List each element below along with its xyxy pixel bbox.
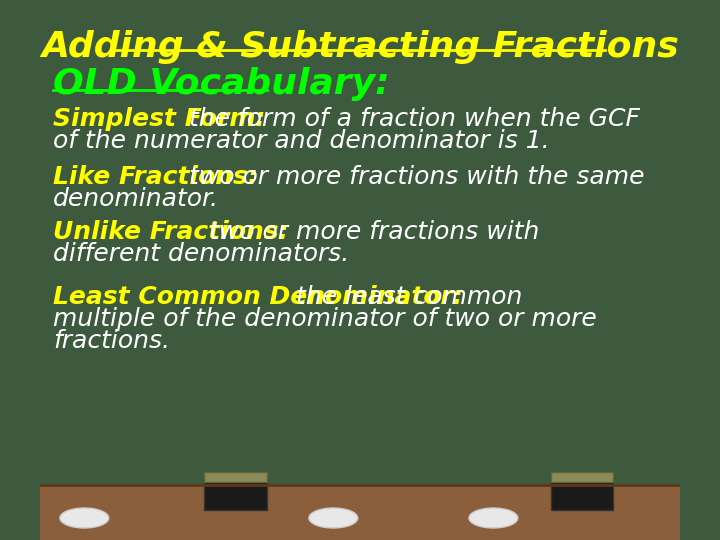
Text: Unlike Fractions:: Unlike Fractions: bbox=[53, 220, 289, 244]
Text: OLD Vocabulary:: OLD Vocabulary: bbox=[53, 67, 390, 101]
Text: different denominators.: different denominators. bbox=[53, 242, 349, 266]
Text: the least common: the least common bbox=[296, 285, 522, 309]
Text: two or more fractions with: two or more fractions with bbox=[209, 220, 539, 244]
Text: Like Fractions:: Like Fractions: bbox=[53, 165, 258, 189]
Text: fractions.: fractions. bbox=[53, 329, 170, 353]
Bar bbox=[552, 472, 613, 482]
Text: two or more fractions with the same: two or more fractions with the same bbox=[189, 165, 645, 189]
Bar bbox=[204, 472, 266, 482]
Bar bbox=[204, 480, 266, 510]
Text: Simplest Form:: Simplest Form: bbox=[53, 107, 266, 131]
Text: multiple of the denominator of two or more: multiple of the denominator of two or mo… bbox=[53, 307, 597, 331]
Bar bbox=[40, 485, 680, 540]
Text: Adding & Subtracting Fractions: Adding & Subtracting Fractions bbox=[41, 30, 679, 64]
Ellipse shape bbox=[469, 508, 518, 528]
Text: Least Common Denominator:: Least Common Denominator: bbox=[53, 285, 463, 309]
Ellipse shape bbox=[309, 508, 358, 528]
FancyBboxPatch shape bbox=[40, 0, 680, 540]
Ellipse shape bbox=[60, 508, 109, 528]
Text: the form of a fraction when the GCF: the form of a fraction when the GCF bbox=[189, 107, 640, 131]
Bar bbox=[552, 480, 613, 510]
Text: of the numerator and denominator is 1.: of the numerator and denominator is 1. bbox=[53, 129, 550, 153]
Text: denominator.: denominator. bbox=[53, 187, 219, 211]
